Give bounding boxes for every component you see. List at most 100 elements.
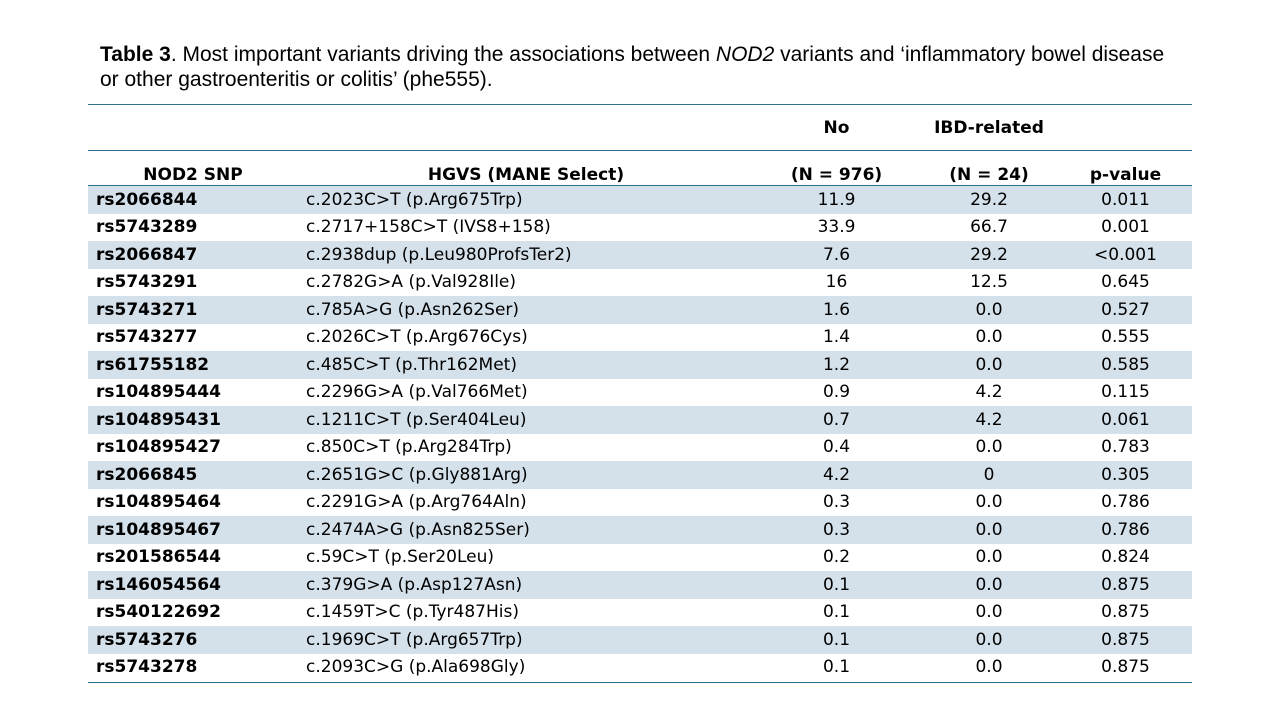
cell-p-value: 0.875 bbox=[1059, 626, 1192, 654]
cell-no-percent: 33.9 bbox=[754, 213, 919, 241]
table-row: rs104895464 c.2291G>A (p.Arg764Aln) 0.3 0.0… bbox=[88, 488, 1192, 516]
cell-p-value: 0.786 bbox=[1059, 488, 1192, 516]
caption-label: Table 3 bbox=[100, 43, 171, 66]
cell-no-percent: 4.2 bbox=[754, 461, 919, 489]
cell-ibd-percent: 4.2 bbox=[919, 406, 1059, 434]
cell-no-percent: 0.3 bbox=[754, 488, 919, 516]
cell-p-value: 0.645 bbox=[1059, 268, 1192, 296]
cell-hgvs: c.2291G>A (p.Arg764Aln) bbox=[298, 488, 754, 516]
header-no-top: No bbox=[754, 118, 919, 151]
cell-no-percent: 11.9 bbox=[754, 185, 919, 214]
table-body: rs2066844 c.2023C>T (p.Arg675Trp) 11.9 29.2… bbox=[88, 185, 1192, 681]
cell-ibd-percent: 29.2 bbox=[919, 241, 1059, 269]
header-hgvs: HGVS (MANE Select) bbox=[298, 150, 754, 186]
caption-gene-name: NOD2 bbox=[715, 43, 775, 66]
cell-snp: rs104895427 bbox=[88, 433, 298, 461]
table-row: rs5743277 c.2026C>T (p.Arg676Cys) 1.4 0.0 0.… bbox=[88, 323, 1192, 351]
cell-snp: rs5743291 bbox=[88, 268, 298, 296]
table-row: rs5743278 c.2093C>G (p.Ala698Gly) 0.1 0.0 0.… bbox=[88, 653, 1192, 681]
table-top-rule bbox=[88, 104, 1192, 105]
cell-p-value: 0.875 bbox=[1059, 571, 1192, 599]
cell-ibd-percent: 0.0 bbox=[919, 433, 1059, 461]
cell-snp: rs104895464 bbox=[88, 488, 298, 516]
variants-table: No IBD-related NOD2 SNP HGVS (MANE Selec… bbox=[88, 118, 1192, 681]
table-row: rs146054564 c.379G>A (p.Asp127Asn) 0.1 0.0 0… bbox=[88, 571, 1192, 599]
cell-hgvs: c.59C>T (p.Ser20Leu) bbox=[298, 543, 754, 571]
table-row: rs104895467 c.2474A>G (p.Asn825Ser) 0.3 0.0… bbox=[88, 516, 1192, 544]
cell-no-percent: 0.4 bbox=[754, 433, 919, 461]
table-row: rs104895444 c.2296G>A (p.Val766Met) 0.9 4.2… bbox=[88, 378, 1192, 406]
cell-no-percent: 0.7 bbox=[754, 406, 919, 434]
cell-p-value: 0.115 bbox=[1059, 378, 1192, 406]
cell-snp: rs5743289 bbox=[88, 213, 298, 241]
cell-p-value: 0.061 bbox=[1059, 406, 1192, 434]
cell-p-value: 0.875 bbox=[1059, 653, 1192, 681]
cell-snp: rs5743277 bbox=[88, 323, 298, 351]
cell-no-percent: 0.3 bbox=[754, 516, 919, 544]
cell-p-value: <0.001 bbox=[1059, 241, 1192, 269]
table-header: No IBD-related NOD2 SNP HGVS (MANE Selec… bbox=[88, 118, 1192, 186]
cell-p-value: 0.585 bbox=[1059, 351, 1192, 379]
cell-ibd-percent: 4.2 bbox=[919, 378, 1059, 406]
table-row: rs5743276 c.1969C>T (p.Arg657Trp) 0.1 0.0 0.… bbox=[88, 626, 1192, 654]
cell-no-percent: 0.1 bbox=[754, 571, 919, 599]
cell-snp: rs201586544 bbox=[88, 543, 298, 571]
table-row: rs104895427 c.850C>T (p.Arg284Trp) 0.4 0.0 0… bbox=[88, 433, 1192, 461]
cell-ibd-percent: 0.0 bbox=[919, 543, 1059, 571]
table-row: rs61755182 c.485C>T (p.Thr162Met) 1.2 0.0 0.… bbox=[88, 351, 1192, 379]
cell-hgvs: c.2938dup (p.Leu980ProfsTer2) bbox=[298, 241, 754, 269]
table-row: rs5743271 c.785A>G (p.Asn262Ser) 1.6 0.0 0.5… bbox=[88, 296, 1192, 324]
cell-p-value: 0.011 bbox=[1059, 185, 1192, 214]
cell-hgvs: c.379G>A (p.Asp127Asn) bbox=[298, 571, 754, 599]
table-row: rs5743291 c.2782G>A (p.Val928Ile) 16 12.5 0.… bbox=[88, 268, 1192, 296]
caption-text-2: variants and ‘inflammatory bowel disease… bbox=[100, 43, 1165, 91]
cell-no-percent: 0.9 bbox=[754, 378, 919, 406]
cell-ibd-percent: 0.0 bbox=[919, 571, 1059, 599]
table-row: rs5743289 c.2717+158C>T (IVS8+158) 33.9 66.… bbox=[88, 213, 1192, 241]
cell-p-value: 0.786 bbox=[1059, 516, 1192, 544]
cell-hgvs: c.785A>G (p.Asn262Ser) bbox=[298, 296, 754, 324]
cell-ibd-percent: 0.0 bbox=[919, 323, 1059, 351]
cell-p-value: 0.305 bbox=[1059, 461, 1192, 489]
cell-no-percent: 16 bbox=[754, 268, 919, 296]
caption-text-1: . Most important variants driving the as… bbox=[170, 43, 716, 66]
table-row: rs2066844 c.2023C>T (p.Arg675Trp) 11.9 29.2… bbox=[88, 185, 1192, 214]
cell-hgvs: c.1459T>C (p.Tyr487His) bbox=[298, 598, 754, 626]
cell-ibd-percent: 0.0 bbox=[919, 598, 1059, 626]
cell-no-percent: 1.6 bbox=[754, 296, 919, 324]
cell-snp: rs2066844 bbox=[88, 185, 298, 214]
cell-ibd-percent: 0.0 bbox=[919, 296, 1059, 324]
cell-hgvs: c.2651G>C (p.Gly881Arg) bbox=[298, 461, 754, 489]
cell-ibd-percent: 0.0 bbox=[919, 626, 1059, 654]
cell-snp: rs2066845 bbox=[88, 461, 298, 489]
cell-ibd-percent: 0.0 bbox=[919, 653, 1059, 681]
cell-p-value: 0.527 bbox=[1059, 296, 1192, 324]
cell-no-percent: 0.1 bbox=[754, 598, 919, 626]
cell-hgvs: c.2782G>A (p.Val928Ile) bbox=[298, 268, 754, 296]
cell-snp: rs146054564 bbox=[88, 571, 298, 599]
cell-ibd-percent: 12.5 bbox=[919, 268, 1059, 296]
cell-p-value: 0.824 bbox=[1059, 543, 1192, 571]
header-ibd-top: IBD-related bbox=[919, 118, 1059, 151]
header-hgvs-top bbox=[298, 118, 754, 151]
cell-snp: rs5743276 bbox=[88, 626, 298, 654]
table-row: rs2066847 c.2938dup (p.Leu980ProfsTer2) 7.… bbox=[88, 241, 1192, 269]
cell-ibd-percent: 0.0 bbox=[919, 488, 1059, 516]
cell-hgvs: c.1969C>T (p.Arg657Trp) bbox=[298, 626, 754, 654]
cell-hgvs: c.2093C>G (p.Ala698Gly) bbox=[298, 653, 754, 681]
cell-snp: rs104895431 bbox=[88, 406, 298, 434]
table-bottom-rule bbox=[88, 682, 1192, 683]
cell-hgvs: c.485C>T (p.Thr162Met) bbox=[298, 351, 754, 379]
cell-ibd-percent: 0.0 bbox=[919, 351, 1059, 379]
cell-no-percent: 1.2 bbox=[754, 351, 919, 379]
header-ibd-count: (N = 24) bbox=[919, 150, 1059, 186]
cell-hgvs: c.2717+158C>T (IVS8+158) bbox=[298, 213, 754, 241]
cell-p-value: 0.001 bbox=[1059, 213, 1192, 241]
variants-table-container: No IBD-related NOD2 SNP HGVS (MANE Selec… bbox=[88, 118, 1192, 681]
cell-snp: rs104895467 bbox=[88, 516, 298, 544]
cell-snp: rs2066847 bbox=[88, 241, 298, 269]
table-row: rs104895431 c.1211C>T (p.Ser404Leu) 0.7 4.2… bbox=[88, 406, 1192, 434]
cell-ibd-percent: 0 bbox=[919, 461, 1059, 489]
header-snp-top bbox=[88, 118, 298, 151]
cell-snp: rs540122692 bbox=[88, 598, 298, 626]
